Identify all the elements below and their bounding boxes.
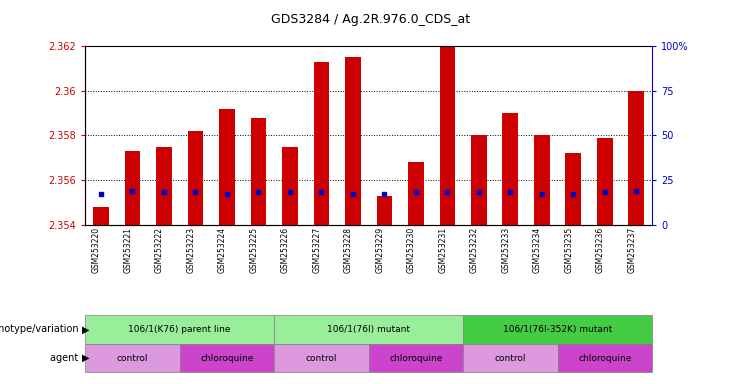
Bar: [345, 57, 361, 225]
Bar: [565, 153, 581, 225]
Text: GSM253230: GSM253230: [407, 227, 416, 273]
Text: GSM253233: GSM253233: [502, 227, 511, 273]
Text: GSM253231: GSM253231: [439, 227, 448, 273]
Bar: [376, 195, 392, 225]
Bar: [156, 147, 172, 225]
Bar: [534, 135, 550, 225]
Text: control: control: [494, 354, 526, 362]
Text: GSM253236: GSM253236: [596, 227, 605, 273]
Text: GSM253227: GSM253227: [313, 227, 322, 273]
Text: GSM253221: GSM253221: [124, 227, 133, 273]
Text: GSM253232: GSM253232: [470, 227, 479, 273]
Bar: [313, 62, 329, 225]
Text: GSM253224: GSM253224: [218, 227, 227, 273]
Text: 106/1(K76) parent line: 106/1(K76) parent line: [128, 325, 231, 334]
Text: genotype/variation: genotype/variation: [0, 324, 82, 334]
Bar: [124, 151, 140, 225]
Text: GSM253235: GSM253235: [565, 227, 574, 273]
Bar: [187, 131, 203, 225]
Bar: [408, 162, 424, 225]
Text: control: control: [305, 354, 337, 362]
Bar: [250, 118, 266, 225]
Text: control: control: [116, 354, 148, 362]
Text: GSM253229: GSM253229: [376, 227, 385, 273]
Bar: [282, 147, 298, 225]
Text: GSM253234: GSM253234: [533, 227, 542, 273]
Text: chloroquine: chloroquine: [200, 354, 253, 362]
Text: agent: agent: [50, 353, 82, 363]
Text: GSM253223: GSM253223: [187, 227, 196, 273]
Text: GSM253225: GSM253225: [250, 227, 259, 273]
Text: chloroquine: chloroquine: [389, 354, 442, 362]
Text: 106/1(76I-352K) mutant: 106/1(76I-352K) mutant: [503, 325, 612, 334]
Text: chloroquine: chloroquine: [578, 354, 631, 362]
Bar: [439, 40, 455, 225]
Bar: [471, 135, 487, 225]
Text: GSM253226: GSM253226: [281, 227, 290, 273]
Text: ▶: ▶: [82, 353, 89, 363]
Bar: [628, 91, 644, 225]
Bar: [93, 207, 109, 225]
Text: GSM253220: GSM253220: [92, 227, 101, 273]
Text: GSM253222: GSM253222: [155, 227, 164, 273]
Bar: [597, 137, 613, 225]
Text: 106/1(76I) mutant: 106/1(76I) mutant: [327, 325, 411, 334]
Bar: [219, 109, 235, 225]
Text: GDS3284 / Ag.2R.976.0_CDS_at: GDS3284 / Ag.2R.976.0_CDS_at: [271, 13, 470, 26]
Bar: [502, 113, 518, 225]
Text: GSM253228: GSM253228: [344, 227, 353, 273]
Text: GSM253237: GSM253237: [628, 227, 637, 273]
Text: ▶: ▶: [82, 324, 89, 334]
